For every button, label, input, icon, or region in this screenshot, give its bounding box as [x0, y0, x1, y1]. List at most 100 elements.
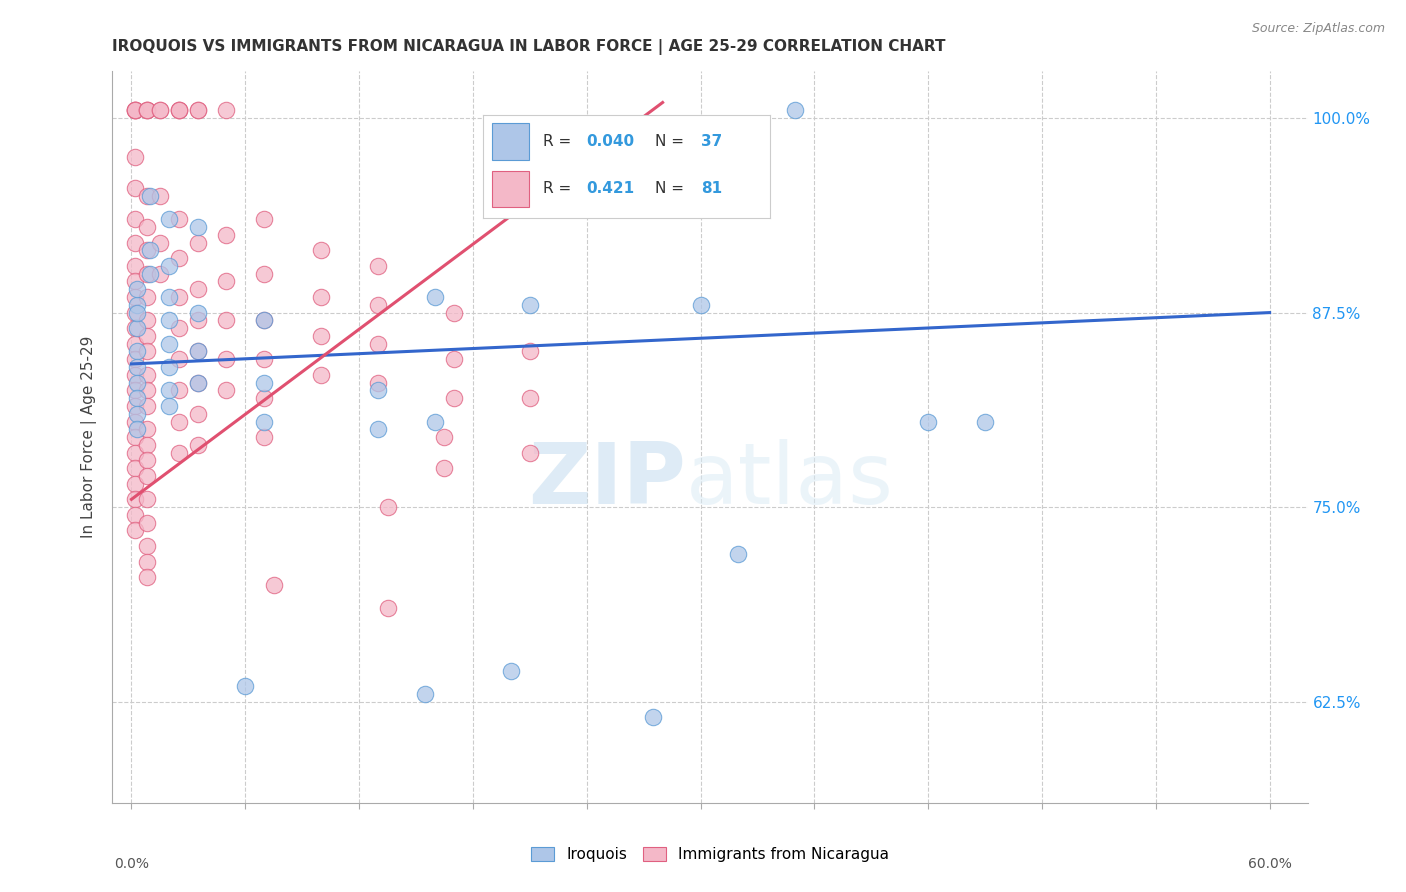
Point — [124, 461, 146, 475]
Point — [167, 251, 190, 265]
Point — [309, 368, 332, 382]
Point — [167, 384, 190, 398]
Point — [135, 384, 157, 398]
Point — [135, 103, 157, 118]
Point — [124, 368, 146, 382]
Point — [309, 329, 332, 343]
Text: Source: ZipAtlas.com: Source: ZipAtlas.com — [1251, 22, 1385, 36]
Point — [167, 103, 190, 118]
Point — [415, 687, 437, 701]
Point — [167, 103, 190, 118]
Point — [167, 103, 190, 118]
Point — [124, 476, 146, 491]
Point — [124, 259, 146, 273]
Point — [167, 321, 190, 335]
Text: 0.0%: 0.0% — [114, 857, 149, 871]
Point — [215, 103, 238, 118]
Point — [124, 445, 146, 459]
Point — [135, 539, 157, 553]
Point — [157, 212, 180, 227]
Point — [433, 430, 456, 444]
Point — [253, 313, 276, 327]
Point — [135, 469, 157, 483]
Point — [124, 399, 146, 413]
Point — [124, 150, 146, 164]
Point — [377, 500, 399, 515]
Point — [135, 267, 157, 281]
Point — [135, 329, 157, 343]
Point — [124, 524, 146, 538]
Point — [124, 235, 146, 250]
Point — [167, 290, 190, 304]
Point — [135, 290, 157, 304]
Point — [135, 438, 157, 452]
Point — [157, 336, 180, 351]
Point — [127, 376, 149, 390]
Point — [135, 570, 157, 584]
Point — [253, 391, 276, 405]
Point — [519, 344, 541, 359]
Point — [135, 189, 157, 203]
Point — [127, 298, 149, 312]
Point — [127, 344, 149, 359]
Point — [124, 181, 146, 195]
Point — [499, 664, 522, 678]
Point — [149, 103, 172, 118]
Point — [187, 235, 209, 250]
Point — [124, 384, 146, 398]
Point — [135, 313, 157, 327]
Point — [367, 336, 389, 351]
Point — [127, 422, 149, 436]
Point — [135, 103, 157, 118]
Point — [367, 298, 389, 312]
Point — [263, 578, 285, 592]
Point — [253, 415, 276, 429]
Point — [187, 407, 209, 421]
Text: 60.0%: 60.0% — [1247, 857, 1292, 871]
Point — [135, 244, 157, 258]
Point — [309, 244, 332, 258]
Point — [187, 313, 209, 327]
Point — [309, 290, 332, 304]
Point — [215, 275, 238, 289]
Point — [167, 415, 190, 429]
Text: ZIP: ZIP — [529, 440, 686, 523]
Point — [187, 376, 209, 390]
Point — [253, 313, 276, 327]
Point — [135, 453, 157, 467]
Point — [215, 227, 238, 242]
Point — [167, 352, 190, 367]
Y-axis label: In Labor Force | Age 25-29: In Labor Force | Age 25-29 — [80, 336, 97, 538]
Text: atlas: atlas — [686, 440, 894, 523]
Point — [727, 547, 749, 561]
Point — [124, 103, 146, 118]
Point — [377, 601, 399, 615]
Point — [785, 103, 807, 118]
Point — [187, 344, 209, 359]
Point — [124, 508, 146, 522]
Point — [127, 407, 149, 421]
Point — [187, 305, 209, 319]
Point — [443, 352, 465, 367]
Point — [135, 103, 157, 118]
Point — [157, 259, 180, 273]
Point — [135, 399, 157, 413]
Point — [124, 103, 146, 118]
Point — [135, 555, 157, 569]
Point — [253, 352, 276, 367]
Point — [127, 305, 149, 319]
Point — [187, 219, 209, 234]
Point — [215, 384, 238, 398]
Point — [124, 430, 146, 444]
Point — [187, 438, 209, 452]
Point — [124, 352, 146, 367]
Point — [643, 710, 665, 724]
Point — [253, 430, 276, 444]
Legend: Iroquois, Immigrants from Nicaragua: Iroquois, Immigrants from Nicaragua — [526, 841, 894, 868]
Point — [127, 321, 149, 335]
Point — [187, 376, 209, 390]
Point — [135, 422, 157, 436]
Point — [149, 189, 172, 203]
Point — [253, 376, 276, 390]
Point — [253, 212, 276, 227]
